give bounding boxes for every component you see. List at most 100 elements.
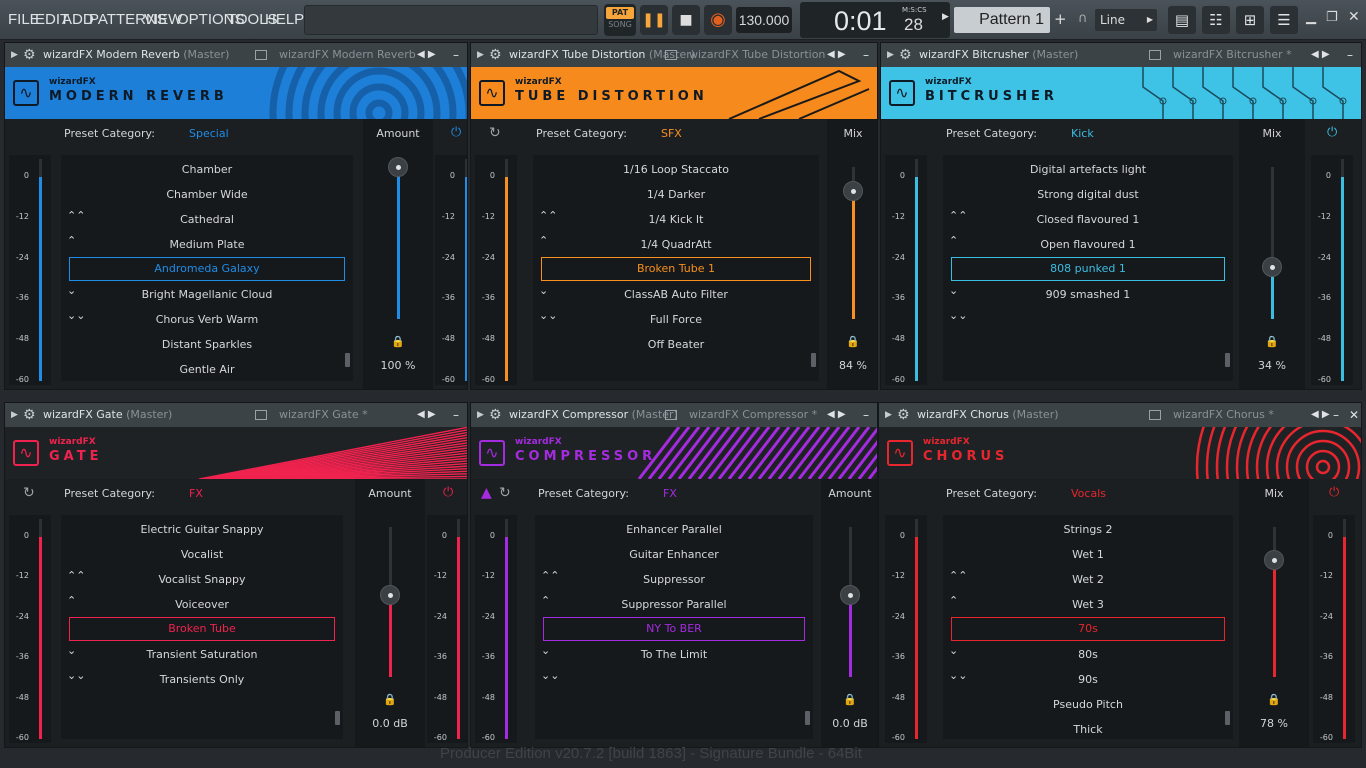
tempo-display[interactable]: 130.000 — [736, 7, 792, 33]
preset-list[interactable]: Chamber Chamber Wide Cathedral Medium Plate… — [61, 155, 353, 381]
menu-arrow-icon[interactable]: ▶ — [885, 410, 892, 420]
chevron-up-icon[interactable]: ⌃ — [67, 234, 77, 247]
minimize-window-button[interactable]: – — [1333, 408, 1339, 422]
pattern-arrow-icon[interactable]: ▶ — [942, 12, 949, 22]
menu-patterns[interactable]: PATTERNS — [89, 11, 167, 28]
lock-icon[interactable]: 🔒 — [1265, 335, 1279, 348]
lock-icon[interactable]: 🔒 — [1267, 693, 1281, 706]
preset-item[interactable]: Off Beater — [647, 338, 705, 351]
preset-item[interactable]: Pseudo Pitch — [1053, 698, 1123, 711]
fader-handle[interactable] — [843, 181, 863, 202]
fader-track[interactable] — [852, 167, 855, 319]
preset-item[interactable]: Suppressor Parallel — [621, 598, 727, 611]
lock-icon[interactable]: 🔒 — [391, 335, 405, 348]
double-chevron-down-icon[interactable]: ⌄⌄ — [949, 309, 968, 322]
preset-list[interactable]: 1/16 Loop Staccato 1/4 Darker 1/4 Kick It 1… — [533, 155, 819, 381]
record-button[interactable]: ◉ — [704, 5, 732, 35]
minimize-window-button[interactable]: – — [453, 408, 459, 422]
double-chevron-down-icon[interactable]: ⌄⌄ — [539, 309, 558, 322]
fader-track[interactable] — [1273, 527, 1276, 677]
pause-button[interactable]: ❚❚ — [640, 5, 668, 35]
double-chevron-down-icon[interactable]: ⌄⌄ — [67, 669, 86, 682]
preset-item[interactable]: Strings 2 — [1063, 523, 1113, 536]
preset-item[interactable]: Thick — [1073, 723, 1103, 736]
plugin-titlebar[interactable]: ▶ ⚙ wizardFX Compressor (Master) wizardFX C… — [471, 403, 877, 427]
preset-item[interactable]: Vocalist — [180, 548, 224, 561]
add-pattern-button[interactable]: + — [1054, 10, 1067, 28]
preset-nav-arrows[interactable]: ◀ ▶ — [417, 409, 436, 420]
preset-item[interactable]: 1/4 Darker — [646, 188, 706, 201]
menu-help[interactable]: HELP — [265, 11, 305, 28]
magnet-icon[interactable]: ∩ — [1078, 11, 1088, 26]
preset-item[interactable]: Voiceover — [175, 598, 229, 611]
preset-grid-icon[interactable] — [1149, 50, 1161, 60]
preset-item[interactable]: 1/4 Kick It — [648, 213, 704, 226]
menu-file[interactable]: FILE — [8, 11, 40, 28]
restore-app-button[interactable]: ❐ — [1326, 10, 1338, 25]
preset-item[interactable]: Transients Only — [159, 673, 245, 686]
preset-grid-icon[interactable] — [255, 410, 267, 420]
gear-icon[interactable]: ⚙ — [489, 407, 502, 423]
preset-item[interactable]: Open flavoured 1 — [1040, 238, 1136, 251]
preset-item[interactable]: Digital artefacts light — [1029, 163, 1147, 176]
preset-list[interactable]: Enhancer Parallel Guitar Enhancer Suppress… — [535, 515, 813, 739]
preset-grid-icon[interactable] — [255, 50, 267, 60]
menu-arrow-icon[interactable]: ▶ — [477, 50, 484, 60]
preset-item[interactable]: ClassAB Auto Filter — [624, 288, 728, 301]
playlist-icon[interactable]: ▤ — [1168, 6, 1196, 34]
preset-item[interactable]: Wet 3 — [1072, 598, 1104, 611]
preset-item-selected[interactable]: Andromeda Galaxy — [69, 257, 345, 281]
menu-arrow-icon[interactable]: ▶ — [887, 50, 894, 60]
gear-icon[interactable]: ⚙ — [489, 47, 502, 63]
preset-grid-icon[interactable] — [665, 410, 677, 420]
minimize-app-button[interactable]: ▁ — [1306, 10, 1316, 25]
power-icon[interactable]: ⏻ — [451, 125, 462, 140]
preset-item-selected[interactable]: 70s — [951, 617, 1225, 641]
chevron-down-icon[interactable]: ⌄ — [67, 284, 77, 297]
preset-item[interactable]: Enhancer Parallel — [626, 523, 722, 536]
reset-icon[interactable]: ↻ — [489, 125, 501, 141]
preset-scrollbar[interactable] — [335, 711, 340, 725]
double-chevron-down-icon[interactable]: ⌄⌄ — [67, 309, 86, 322]
preset-name-selector[interactable]: wizardFX Gate * — [279, 408, 368, 421]
preset-category-value[interactable]: FX — [663, 487, 677, 500]
fader-handle[interactable] — [1262, 257, 1282, 278]
menu-edit[interactable]: EDIT — [35, 11, 70, 28]
preset-category-value[interactable]: Kick — [1071, 127, 1094, 140]
preset-item[interactable]: 90s — [1078, 673, 1098, 686]
warning-icon[interactable]: ▲ — [481, 485, 492, 501]
preset-item[interactable]: 1/4 QuadrAtt — [640, 238, 712, 251]
minimize-window-button[interactable]: – — [1347, 48, 1353, 62]
fader-handle[interactable] — [388, 157, 408, 177]
preset-item[interactable]: Chamber Wide — [166, 188, 248, 201]
preset-nav-arrows[interactable]: ◀ ▶ — [1311, 49, 1330, 60]
double-chevron-up-icon[interactable]: ⌃⌃ — [67, 569, 86, 582]
double-chevron-up-icon[interactable]: ⌃⌃ — [949, 569, 968, 582]
minimize-window-button[interactable]: – — [863, 48, 869, 62]
gear-icon[interactable]: ⚙ — [23, 407, 36, 423]
preset-item-selected[interactable]: Broken Tube 1 — [541, 257, 811, 281]
preset-item[interactable]: Closed flavoured 1 — [1036, 213, 1140, 226]
preset-category-value[interactable]: Vocals — [1071, 487, 1106, 500]
power-icon[interactable]: ⏻ — [1329, 485, 1340, 500]
close-window-button[interactable]: ✕ — [1349, 408, 1360, 422]
menu-options[interactable]: OPTIONS — [177, 11, 245, 28]
fader-track[interactable] — [1271, 167, 1274, 319]
preset-category-value[interactable]: Special — [189, 127, 229, 140]
menu-view[interactable]: VIEW — [144, 11, 183, 28]
chevron-down-icon[interactable]: ⌄ — [541, 644, 551, 657]
chevron-up-icon[interactable]: ⌃ — [67, 594, 77, 607]
chevron-down-icon[interactable]: ⌄ — [67, 644, 77, 657]
pat-song-toggle[interactable]: PAT SONG — [604, 4, 636, 36]
chevron-up-icon[interactable]: ⌃ — [539, 234, 549, 247]
double-chevron-up-icon[interactable]: ⌃⌃ — [539, 209, 558, 222]
preset-item[interactable]: 80s — [1078, 648, 1098, 661]
chevron-up-icon[interactable]: ⌃ — [541, 594, 551, 607]
power-icon[interactable]: ⏻ — [443, 485, 454, 500]
preset-item[interactable]: 1/16 Loop Staccato — [623, 163, 729, 176]
chevron-down-icon[interactable]: ⌄ — [539, 284, 549, 297]
preset-item-selected[interactable]: NY To BER — [543, 617, 805, 641]
double-chevron-down-icon[interactable]: ⌄⌄ — [949, 669, 968, 682]
power-icon[interactable]: ⏻ — [1327, 125, 1338, 140]
preset-item[interactable]: Medium Plate — [169, 238, 245, 251]
